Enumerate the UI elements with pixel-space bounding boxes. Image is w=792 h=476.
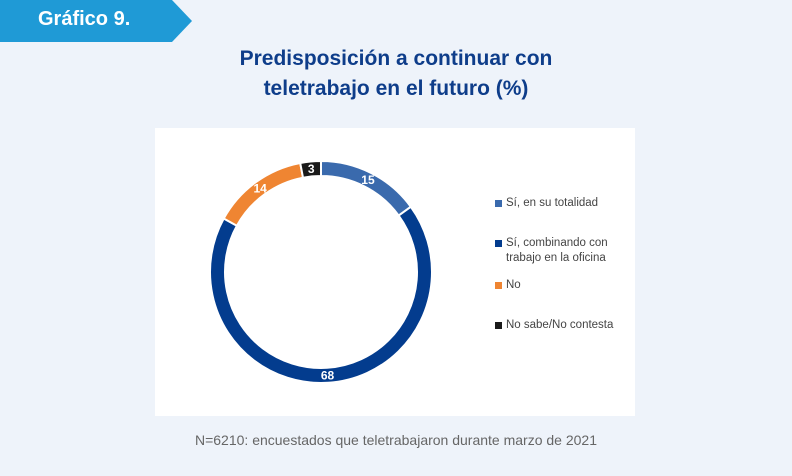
badge-label: Gráfico 9.: [38, 8, 131, 30]
legend-item-3: No: [495, 278, 521, 293]
legend-item-2: Sí, combinando con trabajo en la oficina: [495, 236, 608, 266]
legend-item-4: No sabe/No contesta: [495, 318, 613, 333]
legend-label: No sabe/No contesta: [506, 319, 614, 331]
donut-slice-1: [320, 159, 413, 217]
data-label-2: 68: [321, 368, 335, 382]
data-label-1: 15: [361, 173, 375, 187]
data-label-3: 14: [253, 181, 267, 195]
donut-slice-4: [299, 159, 322, 179]
legend-label: Sí, en su totalidad: [506, 197, 599, 209]
legend-label: Sí, combinando con trabajo en la oficina: [506, 237, 608, 264]
sample-note: N=6210: encuestados que teletrabajaron d…: [194, 432, 597, 448]
donut-slice-2: [209, 205, 433, 384]
legend-swatch: [495, 240, 502, 247]
chart-title: Predisposición a continuar con teletraba…: [146, 44, 646, 104]
legend-label: No: [506, 279, 521, 291]
badge-shape: [0, 0, 192, 42]
chart-title-line-2: teletrabajo en el futuro (%): [263, 77, 529, 100]
legend-item-1: Sí, en su totalidad: [495, 196, 598, 211]
chart-panel: 15 68 14 3 Sí, en su totalidad Sí, combinand…: [155, 128, 635, 416]
legend-swatch: [495, 282, 502, 289]
chart-number-badge: Gráfico 9.: [0, 0, 192, 42]
legend-swatch: [495, 200, 502, 207]
legend-swatch: [495, 322, 502, 329]
chart-title-line-1: Predisposición a continuar con: [239, 47, 553, 70]
donut-chart: 15 68 14 3: [209, 159, 433, 384]
data-label-4: 3: [308, 162, 315, 176]
